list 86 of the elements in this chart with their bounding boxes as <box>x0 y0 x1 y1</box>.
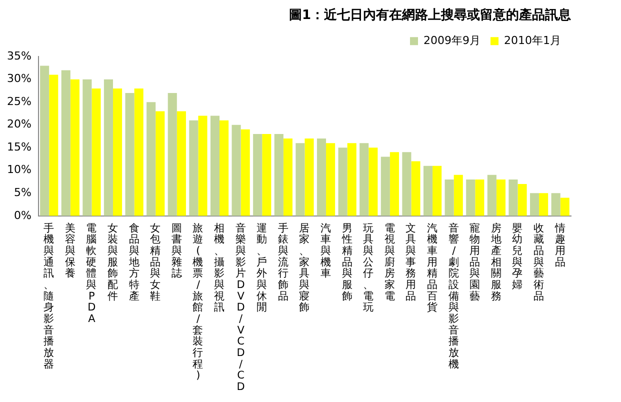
bar <box>475 179 484 216</box>
x-tick-label: 男性精品與服飾 <box>340 222 353 302</box>
x-tick-label: 文具與事務用品 <box>406 221 417 302</box>
bar <box>390 152 399 216</box>
bar <box>560 198 570 216</box>
bar <box>380 156 390 216</box>
chart-title: 圖1：近七日內有在網路上搜尋或留意的產品訊息 <box>288 7 572 24</box>
bar <box>70 79 80 216</box>
legend-label: 2010年1月 <box>504 34 562 47</box>
category-label: 電腦軟硬體與PDA <box>86 222 98 326</box>
bar <box>104 79 114 216</box>
bar <box>262 134 272 216</box>
y-tick-label: 5% <box>14 186 32 199</box>
bar <box>551 193 560 216</box>
bar <box>168 93 177 216</box>
bar <box>92 88 101 216</box>
y-tick-label: 30% <box>6 72 32 86</box>
bar <box>156 111 165 216</box>
bar <box>326 143 336 216</box>
bar <box>487 174 496 216</box>
x-tick-label: 汽機車用精品百貨 <box>427 222 438 314</box>
bar <box>411 161 420 216</box>
bar <box>220 120 229 216</box>
bar <box>176 111 186 216</box>
x-tick-label: 美容與保養 <box>64 221 76 280</box>
legend-label: 2009年9月 <box>424 34 481 47</box>
bar <box>316 138 326 216</box>
x-tick-label: 相機、攝影與視訊 <box>214 221 226 314</box>
x-tick-label: 運動、戶外與休閒 <box>256 222 268 314</box>
x-tick-label: 女裝與服飾配件 <box>108 222 119 302</box>
bar <box>125 93 134 216</box>
bar <box>402 152 412 216</box>
bar <box>338 148 348 216</box>
bar <box>360 143 369 216</box>
x-tick-label: 玩具與公仔、電玩 <box>363 222 374 314</box>
category-label: 音響/劇院設備與影音播放機 <box>448 222 460 370</box>
x-tick-label: 嬰幼兒與孕婦 <box>512 222 524 292</box>
x-tick-label: 手錶與流行飾品 <box>278 221 289 302</box>
bar <box>539 193 548 216</box>
category-label: 旅遊(機票/旅館/套裝行程) <box>192 222 204 382</box>
x-tick-label: 女包精品與女鞋 <box>150 222 162 302</box>
bar <box>432 166 442 216</box>
bar <box>454 174 463 216</box>
x-tick-label: 居家、家具與寢飾 <box>299 222 310 314</box>
x-tick-label: 情趣用品 <box>554 221 566 268</box>
bar <box>508 179 518 216</box>
x-tick-label: 寵物用品與園藝 <box>470 221 481 302</box>
bar <box>274 134 284 216</box>
category-label: 音樂與影片DVD/VCD/CD <box>235 222 246 394</box>
x-tick-label: 房地產相關服務 <box>490 221 502 302</box>
bar <box>232 124 241 216</box>
bar <box>82 79 92 216</box>
bar <box>146 102 156 216</box>
category-label: 手機與通訊、隨身影音播放器 <box>44 222 55 370</box>
bar <box>347 143 356 216</box>
y-tick-label: 10% <box>6 163 32 176</box>
y-tick-label: 20% <box>6 118 32 131</box>
y-tick-label: 15% <box>6 140 32 154</box>
x-tick-label: 圖書與雜誌 <box>171 222 182 280</box>
x-tick-label: 汽車與機車 <box>320 222 332 280</box>
x-tick-label: 電視與廚房家電 <box>384 222 396 302</box>
bar <box>40 66 50 216</box>
bar <box>240 129 250 216</box>
bar <box>210 116 220 216</box>
bar <box>113 88 122 216</box>
y-tick-label: 0% <box>14 208 32 222</box>
x-tick-label: 收藏品與藝術品 <box>534 222 545 302</box>
bar <box>368 148 378 216</box>
bar <box>304 138 314 216</box>
bar <box>296 143 305 216</box>
bar <box>530 193 540 216</box>
bar <box>466 179 476 216</box>
y-tick-label: 35% <box>6 49 32 62</box>
bar <box>253 134 262 216</box>
bar <box>518 184 527 216</box>
bar <box>198 116 208 216</box>
bar <box>444 179 454 216</box>
y-tick-label: 25% <box>6 94 32 108</box>
bar <box>61 70 70 216</box>
bar <box>189 120 198 216</box>
bar <box>423 166 433 216</box>
bar <box>134 88 144 216</box>
x-tick-label: 食品與地方特產 <box>128 222 140 302</box>
bar <box>496 179 506 216</box>
bar <box>49 74 58 216</box>
bar <box>283 138 292 216</box>
